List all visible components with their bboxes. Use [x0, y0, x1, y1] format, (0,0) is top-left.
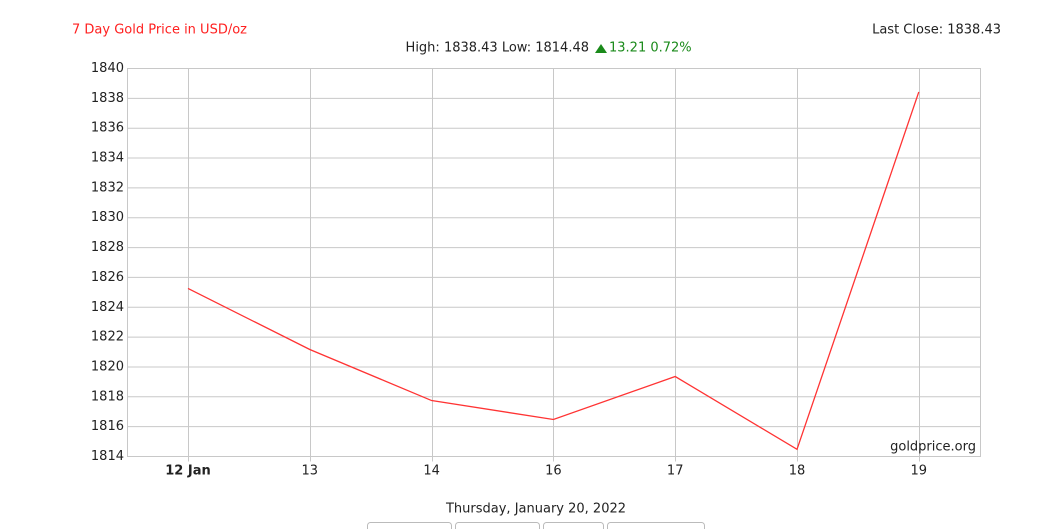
- x-tick-label: 19: [911, 464, 928, 479]
- y-tick-label: 1832: [91, 180, 124, 195]
- x-tick-label: 17: [667, 464, 684, 479]
- up-arrow: [595, 44, 607, 53]
- plot-border: [127, 68, 981, 457]
- x-tick-label: 13: [302, 464, 319, 479]
- y-tick-label: 1836: [91, 121, 124, 136]
- subtitle: High: 1838.43 Low: 1814.48: [406, 41, 589, 56]
- watermark: goldprice.org: [890, 440, 976, 455]
- y-tick-label: 1816: [91, 419, 124, 434]
- y-tick-label: 1814: [91, 449, 124, 464]
- y-tick-label: 1828: [91, 240, 124, 255]
- x-tick-label: 14: [423, 464, 440, 479]
- change: 13.21 0.72%: [609, 41, 692, 56]
- button[interactable]: [367, 522, 452, 529]
- y-tick-label: 1826: [91, 270, 124, 285]
- y-tick-label: 1820: [91, 359, 124, 374]
- last-close: Last Close: 1838.43: [872, 23, 1001, 38]
- chart-title: 7 Day Gold Price in USD/oz: [72, 23, 247, 38]
- x-tick-label: 18: [789, 464, 806, 479]
- y-tick-label: 1830: [91, 210, 124, 225]
- price-line: [187, 91, 920, 451]
- buttons[interactable]: [367, 522, 705, 529]
- y-tick-label: 1824: [91, 300, 124, 315]
- button[interactable]: [543, 522, 604, 529]
- button[interactable]: [607, 522, 705, 529]
- y-tick-label: 1840: [91, 61, 124, 76]
- x-tick-label: 16: [545, 464, 562, 479]
- y-tick-label: 1834: [91, 151, 124, 166]
- x-tick-label: 12 Jan: [165, 464, 210, 479]
- y-tick-label: 1822: [91, 330, 124, 345]
- date-label: Thursday, January 20, 2022: [445, 502, 626, 517]
- button[interactable]: [455, 522, 540, 529]
- y-tick-label: 1838: [91, 91, 124, 106]
- y-tick-label: 1818: [91, 389, 124, 404]
